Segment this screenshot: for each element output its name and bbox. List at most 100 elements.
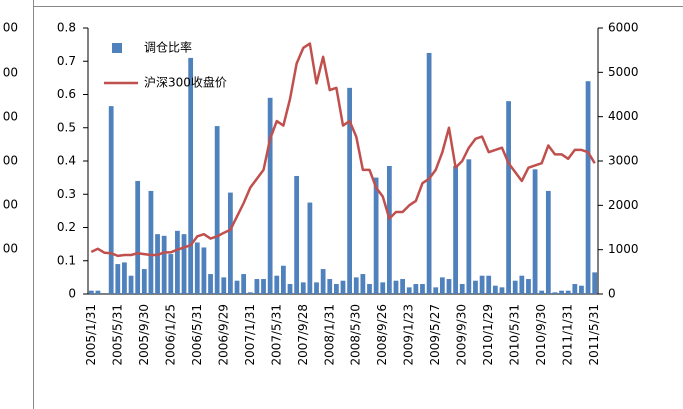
x-tick-label: 2009/9/30	[455, 304, 469, 366]
bar	[327, 279, 333, 294]
bar	[88, 290, 94, 294]
bar	[592, 272, 598, 294]
bar	[333, 284, 339, 294]
bar	[95, 290, 101, 294]
x-tick-label: 2009/1/23	[402, 304, 416, 366]
bar	[400, 279, 405, 294]
x-tick-label: 2008/1/31	[322, 304, 336, 366]
x-tick-label: 2011/5/31	[587, 304, 601, 366]
bar	[579, 285, 584, 294]
bar	[486, 275, 492, 294]
bar	[492, 285, 498, 294]
bar	[466, 159, 472, 294]
x-tick-label: 2009/5/27	[428, 304, 442, 366]
bar	[221, 277, 227, 294]
bar	[188, 57, 194, 294]
bar	[267, 97, 273, 294]
bar	[433, 287, 439, 294]
bar	[459, 284, 465, 294]
bar	[545, 190, 551, 294]
y2-tick-label: 3000	[608, 154, 639, 168]
bar	[155, 234, 160, 294]
x-tick-label: 2010/1/29	[481, 304, 495, 366]
bar	[519, 275, 525, 294]
y2-tick-label: 6000	[608, 21, 639, 35]
bar	[506, 101, 511, 295]
y-tick-label: 0.5	[57, 120, 76, 134]
bar	[281, 265, 286, 294]
bar	[367, 284, 372, 294]
legend-label: 调仓比率	[144, 40, 192, 55]
y2-tick-label: 2000	[608, 198, 639, 212]
x-tick-label: 2008/9/26	[375, 304, 389, 366]
bar	[413, 284, 419, 294]
bar	[360, 274, 366, 294]
bar	[532, 169, 538, 294]
bar	[420, 284, 425, 294]
y2-tick-label: 0	[608, 287, 616, 301]
y2-tick-label: 5000	[608, 65, 639, 79]
x-tick-label: 2005/9/30	[137, 304, 151, 366]
bar	[161, 235, 167, 294]
bar	[201, 247, 207, 294]
bar	[128, 275, 134, 294]
bar	[108, 106, 114, 294]
bar	[254, 279, 260, 294]
x-tick-label: 2007/9/28	[296, 304, 310, 366]
legend-label: 沪深300收盘价	[144, 75, 227, 90]
bar	[148, 190, 154, 294]
bar	[572, 284, 578, 294]
bar	[141, 269, 147, 294]
bar	[539, 290, 545, 294]
bar	[320, 269, 326, 294]
bar	[274, 275, 280, 294]
bar	[585, 81, 591, 294]
bar	[347, 87, 353, 294]
cropped-tick-label: 00	[3, 242, 18, 256]
bar	[446, 279, 452, 294]
y2-tick-label: 1000	[608, 242, 639, 256]
y-tick-label: 0.3	[57, 187, 76, 201]
bar	[214, 126, 220, 295]
y2-tick-label: 4000	[608, 109, 639, 123]
bar	[208, 274, 213, 294]
x-tick-label: 2005/1/31	[84, 304, 98, 366]
bar	[175, 230, 180, 294]
x-tick-label: 2007/1/31	[243, 304, 257, 366]
bar	[393, 280, 399, 294]
y-tick-label: 0	[68, 287, 76, 301]
bar	[479, 275, 485, 294]
bar	[122, 262, 127, 294]
y-tick-label: 0.4	[57, 154, 76, 168]
bar	[307, 202, 313, 294]
bar	[340, 280, 346, 294]
bar	[565, 290, 571, 294]
bar	[526, 279, 531, 294]
bar	[473, 280, 478, 294]
x-tick-label: 2010/9/30	[534, 304, 548, 366]
bar	[406, 287, 412, 294]
cropped-tick-label: 00	[3, 198, 18, 212]
bar	[439, 277, 445, 294]
cropped-tick-label: 00	[3, 21, 18, 35]
bar	[135, 180, 141, 294]
bar	[287, 284, 293, 294]
bar	[247, 292, 253, 294]
bar	[168, 254, 174, 294]
bar	[380, 282, 386, 294]
bar	[115, 264, 121, 294]
x-tick-label: 2007/5/31	[269, 304, 283, 366]
bar	[353, 277, 359, 294]
bar	[426, 52, 432, 294]
bar	[552, 292, 558, 294]
y-tick-label: 0.6	[57, 87, 76, 101]
bar	[300, 282, 306, 294]
bar	[314, 282, 319, 294]
x-tick-label: 2006/5/31	[190, 304, 204, 366]
bar	[234, 280, 240, 294]
cropped-tick-label: 00	[3, 154, 18, 168]
bar	[261, 279, 266, 294]
y-tick-label: 0.7	[57, 54, 76, 68]
x-tick-label: 2005/5/31	[110, 304, 124, 366]
bar	[453, 165, 458, 294]
